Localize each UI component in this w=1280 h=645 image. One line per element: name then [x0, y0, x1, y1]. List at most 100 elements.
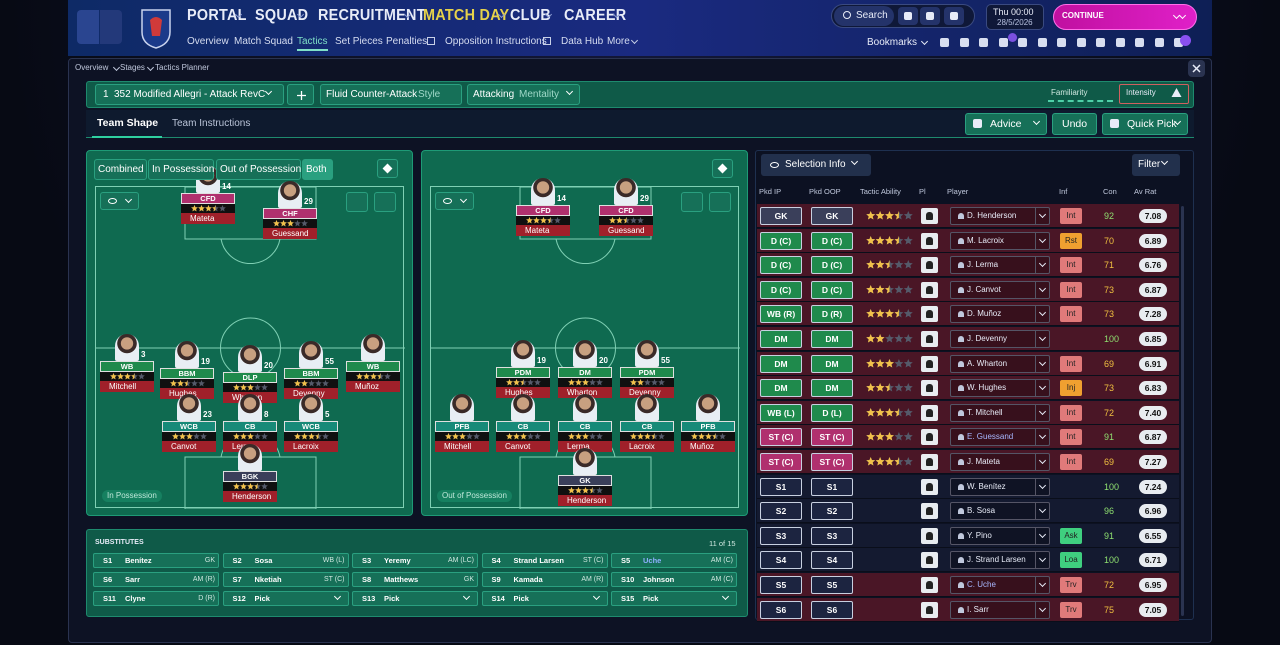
tab[interactable]: Team Shape [97, 117, 159, 129]
sub-slot[interactable] [222, 572, 349, 587]
column-header[interactable]: Pl [919, 187, 926, 196]
shortcut-icon[interactable] [940, 38, 949, 47]
shortcut-icon[interactable] [1096, 38, 1105, 47]
action-label[interactable]: Quick Pick [1127, 118, 1177, 130]
breadcrumb-item[interactable]: Stages [120, 63, 145, 72]
shortcut-icon[interactable] [1174, 38, 1183, 47]
nav-item[interactable]: CAREER [564, 7, 627, 24]
player-select[interactable] [950, 330, 1050, 348]
subnav-item[interactable]: Data Hub [561, 36, 604, 47]
filter-button[interactable] [148, 159, 214, 180]
shortcut-icon[interactable] [979, 38, 988, 47]
action-button[interactable] [1052, 113, 1097, 135]
forward-button[interactable] [100, 10, 122, 44]
player-select[interactable] [950, 502, 1050, 521]
column-header[interactable]: Inf [1059, 187, 1068, 196]
player-select[interactable] [950, 403, 1050, 422]
action-button[interactable] [1102, 113, 1188, 135]
shortcut-icon[interactable] [1154, 38, 1164, 47]
shortcut-icon[interactable] [1135, 38, 1144, 47]
player-select[interactable] [950, 305, 1050, 324]
subnav-item[interactable]: Overview [187, 36, 229, 47]
sub-slot[interactable] [481, 591, 608, 606]
player-select[interactable] [950, 280, 1050, 299]
filter-label[interactable]: Combined [98, 164, 144, 175]
tactic-select[interactable] [95, 84, 284, 105]
mentality-select[interactable] [467, 84, 580, 105]
sub-slot[interactable] [352, 591, 478, 606]
shortcut-icon[interactable] [1115, 38, 1125, 47]
sub-slot[interactable] [93, 553, 219, 568]
sub-slot[interactable] [481, 572, 608, 587]
sub-slot[interactable] [352, 572, 478, 587]
back-button[interactable] [77, 10, 99, 44]
sub-slot[interactable] [222, 591, 349, 606]
nav-item[interactable]: SQUAD [255, 7, 309, 24]
column-header[interactable]: Tactic Ability [860, 187, 901, 196]
filter-button[interactable] [302, 159, 333, 180]
player-select[interactable] [950, 256, 1050, 275]
subnav-item[interactable]: Penalties [386, 36, 428, 47]
action-button[interactable] [965, 113, 1047, 135]
search-label[interactable]: Search [856, 10, 888, 21]
action-label[interactable]: Undo [1062, 118, 1088, 130]
nav-item[interactable]: PORTAL [187, 7, 247, 24]
player-select[interactable] [950, 477, 1050, 496]
column-header[interactable]: Con [1103, 187, 1117, 196]
close-button[interactable] [1188, 60, 1205, 77]
player-select[interactable] [950, 428, 1050, 447]
view-button[interactable] [435, 192, 474, 210]
sub-slot[interactable] [481, 553, 608, 568]
filter-label[interactable]: Filter [1138, 159, 1161, 170]
continue-label[interactable]: CONTINUE [1062, 11, 1104, 20]
player-select[interactable] [950, 354, 1050, 373]
sub-slot[interactable] [352, 553, 478, 568]
column-header[interactable]: Player [947, 187, 969, 196]
style-select[interactable] [320, 84, 462, 105]
subnav-item[interactable]: Match Squad [234, 36, 293, 47]
sub-slot[interactable] [611, 572, 737, 587]
filter-label[interactable]: Out of Possession [220, 164, 302, 175]
shortcut-icon[interactable] [1018, 38, 1027, 47]
shortcut-icon[interactable] [1037, 38, 1047, 47]
subnav-item[interactable]: Tactics [297, 36, 328, 47]
sub-slot[interactable] [93, 591, 219, 606]
bookmarks[interactable]: Bookmarks [867, 37, 918, 48]
nav-item[interactable]: CLUB [510, 7, 552, 24]
player-select[interactable] [950, 379, 1050, 398]
filter-button[interactable] [94, 159, 147, 180]
shortcut-icon[interactable] [1057, 38, 1066, 47]
subnav-item[interactable]: More [607, 36, 630, 47]
player-select[interactable] [950, 207, 1050, 225]
action-label[interactable]: Advice [990, 118, 1022, 130]
player-select[interactable] [950, 576, 1050, 594]
breadcrumb-item[interactable]: Overview [75, 63, 109, 72]
player-select[interactable] [950, 600, 1050, 619]
player-select[interactable] [950, 231, 1050, 250]
nav-item[interactable]: MATCH DAY [423, 7, 510, 24]
tab[interactable]: Team Instructions [172, 118, 251, 129]
view-button[interactable] [100, 192, 139, 210]
sub-slot[interactable] [222, 553, 349, 568]
column-header[interactable]: Pkd IP [759, 187, 782, 196]
tool-button[interactable] [709, 192, 731, 212]
filter-button[interactable] [1132, 154, 1180, 176]
continue-button[interactable] [1053, 4, 1197, 30]
column-header[interactable]: Pkd OOP [809, 187, 841, 196]
sub-slot[interactable] [611, 553, 737, 568]
nav-item[interactable]: RECRUITMENT [318, 7, 426, 24]
player-select[interactable] [950, 551, 1050, 570]
column-header[interactable]: Av Rat [1134, 187, 1157, 196]
selection-title[interactable]: Selection Info [785, 159, 846, 170]
player-select[interactable] [950, 453, 1050, 471]
filter-label[interactable]: In Possession [152, 164, 215, 175]
sub-slot[interactable] [611, 591, 737, 606]
filter-label[interactable]: Both [306, 164, 327, 175]
shortcut-icon[interactable] [998, 38, 1008, 47]
tool-button[interactable] [681, 192, 703, 212]
add-tactic-button[interactable] [287, 84, 314, 105]
tool-button[interactable] [346, 192, 368, 212]
subnav-item[interactable]: Set Pieces [335, 36, 383, 47]
shortcut-icon[interactable] [959, 38, 969, 47]
filter-button[interactable] [216, 159, 301, 180]
